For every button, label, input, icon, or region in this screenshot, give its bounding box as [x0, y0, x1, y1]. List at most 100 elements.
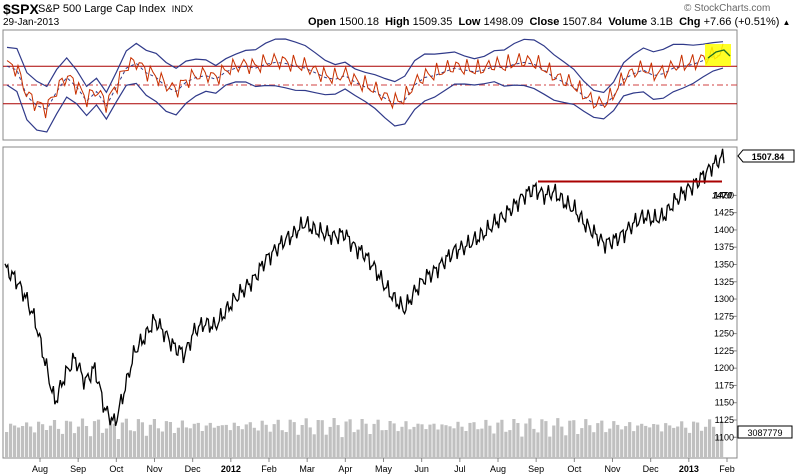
volume-bar — [652, 424, 656, 458]
volume-bar — [21, 426, 25, 458]
volume-bar — [128, 430, 132, 458]
high-label: High — [385, 16, 410, 28]
volume-bar — [444, 425, 448, 458]
volume-bar — [456, 421, 460, 458]
volume-bar — [196, 422, 200, 458]
volume-bar — [160, 431, 164, 458]
y-tick-label: 1375 — [714, 242, 734, 252]
volume-bar — [684, 427, 688, 458]
volume-bar — [25, 422, 29, 458]
volume-bar — [212, 427, 216, 458]
volume-bar — [104, 428, 109, 458]
volume-bar — [372, 423, 376, 458]
volume-bar — [348, 419, 352, 458]
volume-bar — [13, 425, 17, 458]
volume-bar — [344, 421, 348, 458]
volume-bar — [452, 428, 456, 458]
volume-bar — [408, 429, 412, 458]
volume-bar — [432, 423, 436, 458]
volume-bar — [76, 426, 81, 458]
volume-bar — [544, 421, 548, 458]
volume-bar — [568, 420, 572, 458]
volume-bar — [116, 439, 120, 458]
volume-bar — [384, 430, 388, 458]
volume-bar — [428, 424, 432, 458]
volume-bar — [600, 420, 604, 458]
volume-bar — [448, 426, 452, 458]
volume-bar — [424, 429, 428, 458]
volume-bar — [588, 425, 592, 458]
volume-bar — [412, 426, 416, 458]
volume-bar — [524, 423, 528, 458]
y-tick-label: 1125 — [715, 415, 734, 425]
volume-bar — [228, 430, 232, 458]
volume-bar — [124, 418, 128, 458]
volume-bar — [468, 422, 472, 458]
brand-label: © StockCharts.com — [684, 3, 771, 14]
y-tick-label: 1100 — [715, 432, 734, 442]
x-tick-label: Sep — [70, 464, 86, 474]
volume-bar — [244, 424, 248, 458]
y-tick-label: 1150 — [715, 398, 734, 408]
volume-bar — [180, 420, 184, 458]
volume-bar — [368, 434, 372, 458]
volume-bar — [33, 432, 37, 458]
volume-bar — [540, 419, 544, 458]
x-tick-label: Nov — [146, 464, 163, 474]
volume-bar — [204, 425, 208, 458]
volume-bar — [708, 419, 712, 458]
volume-bar — [288, 419, 292, 458]
volume-bar — [336, 425, 340, 458]
volume-bar — [624, 426, 628, 458]
volume-bar — [364, 423, 368, 458]
y-tick-label: 1175 — [715, 380, 734, 390]
volume-bar — [604, 432, 608, 458]
volume-bar — [552, 425, 556, 458]
volume-bar — [9, 423, 13, 458]
volume-bar — [492, 433, 496, 458]
volume-bar — [688, 432, 692, 458]
price-line — [4, 148, 725, 426]
y-tick-label: 1450 — [714, 190, 734, 200]
volume-bar — [640, 423, 644, 458]
x-tick-label: Jul — [454, 464, 466, 474]
x-tick-label: Mar — [299, 464, 315, 474]
volume-bar — [140, 422, 144, 458]
volume-bar — [352, 432, 356, 458]
volume-bar — [5, 432, 9, 458]
volume-bar — [556, 418, 560, 458]
volume-bar — [300, 425, 304, 458]
volume-bar — [29, 426, 33, 458]
volume-bar — [380, 430, 384, 458]
volume-bar — [720, 421, 724, 458]
volume-bar — [664, 423, 668, 458]
volume-bar — [704, 426, 708, 458]
volume-bar — [304, 418, 308, 458]
volume-bar — [668, 425, 672, 458]
volume-bar — [696, 422, 700, 458]
volume-bar — [100, 432, 105, 458]
x-tick-label: Sep — [528, 464, 544, 474]
volume-bar — [208, 422, 212, 458]
volume-bar — [512, 419, 516, 458]
volume-bar — [488, 425, 492, 458]
volume-bar — [312, 434, 316, 458]
volume-bar — [284, 432, 288, 458]
volume-bar — [164, 421, 168, 458]
volume-bar — [48, 425, 53, 458]
volume-bar — [580, 428, 584, 458]
volume-bar — [52, 420, 57, 458]
volume-value-label: 3087779 — [747, 428, 782, 438]
x-tick-label: Oct — [567, 464, 582, 474]
volume-bar — [276, 419, 280, 458]
volume-bar — [404, 421, 408, 458]
volume-bar — [272, 424, 276, 458]
volume-bar — [676, 426, 680, 458]
volume-bar — [96, 419, 101, 458]
quote-line: Open 1500.18 High 1509.35 Low 1498.09 Cl… — [308, 16, 790, 28]
volume-bar — [296, 434, 300, 458]
volume-bar — [536, 432, 540, 458]
volume-bar — [248, 422, 252, 458]
x-tick-label: Aug — [490, 464, 506, 474]
